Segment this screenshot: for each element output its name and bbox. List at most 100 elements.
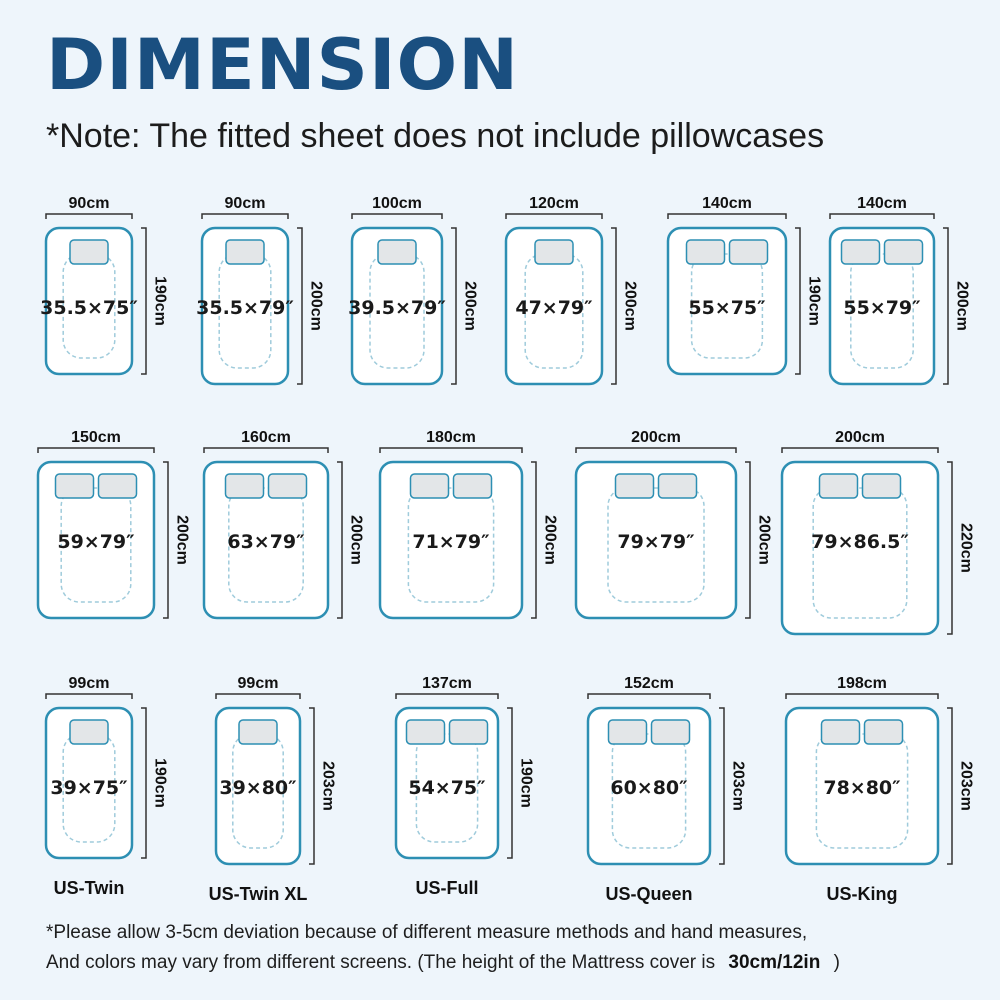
- fitted-sheet-outline: [611, 733, 687, 849]
- length-label: 203cm: [958, 761, 975, 811]
- width-label: 100cm: [372, 195, 422, 212]
- width-dimension-line: [45, 213, 133, 219]
- length-label: 220cm: [958, 523, 975, 573]
- width-dimension-line: [575, 447, 737, 453]
- inch-size-label: 71×79″: [412, 531, 490, 553]
- fitted-sheet-outline: [812, 487, 908, 619]
- inch-size-label: 54×75″: [408, 777, 486, 799]
- footer-line-2-text: And colors may vary from different scree…: [46, 952, 716, 973]
- footer-line-2: And colors may vary from different scree…: [46, 948, 976, 978]
- pillow-icon: [820, 719, 861, 745]
- length-label: 190cm: [806, 276, 823, 326]
- length-label: 200cm: [462, 281, 479, 331]
- width-label: 140cm: [857, 195, 907, 212]
- length-label: 200cm: [174, 515, 191, 565]
- bed-140x200: 140cm 200cm 55×79″: [828, 195, 971, 386]
- width-label: 150cm: [71, 429, 121, 446]
- bed-name-label: US-King: [827, 884, 898, 904]
- bed-90x200: 90cm 200cm 35.5×79″: [196, 195, 325, 386]
- pillow-icon: [534, 239, 574, 265]
- inch-size-label: 60×80″: [610, 777, 688, 799]
- pillow-icon: [224, 473, 265, 499]
- width-label: 120cm: [529, 195, 579, 212]
- length-label: 190cm: [152, 276, 169, 326]
- length-dimension-line: [719, 707, 725, 865]
- width-label: 152cm: [624, 675, 674, 692]
- length-label: 203cm: [730, 761, 747, 811]
- pillow-icon: [728, 239, 769, 265]
- pillow-icon: [657, 473, 698, 499]
- bed-outline: [214, 706, 302, 866]
- fitted-sheet-outline: [815, 733, 909, 849]
- length-label: 190cm: [518, 758, 535, 808]
- width-dimension-line: [203, 447, 329, 453]
- inch-size-label: 55×79″: [843, 297, 921, 319]
- bed-us-twin: 99cm 190cm 39×75″ US-Twin: [44, 675, 169, 898]
- footer-disclaimer: *Please allow 3-5cm deviation because of…: [46, 918, 976, 978]
- length-label: 200cm: [348, 515, 365, 565]
- bed-140x190: 140cm 190cm 55×75″: [666, 195, 823, 376]
- length-dimension-line: [141, 227, 147, 375]
- bed-outline: [394, 706, 500, 860]
- pillow-icon: [238, 719, 278, 745]
- width-label: 200cm: [835, 429, 885, 446]
- width-dimension-line: [505, 213, 603, 219]
- page-title: DIMENSION: [46, 24, 520, 106]
- width-label: 90cm: [225, 195, 266, 212]
- inch-size-label: 78×80″: [823, 777, 901, 799]
- length-dimension-line: [163, 461, 169, 619]
- width-dimension-line: [587, 693, 711, 699]
- length-dimension-line: [507, 707, 513, 859]
- pillow-icon: [861, 473, 902, 499]
- pillow-icon: [448, 719, 489, 745]
- length-dimension-line: [943, 227, 949, 385]
- bed-200x220: 200cm 220cm 79×86.5″: [780, 429, 975, 636]
- bed-outline: [36, 460, 156, 620]
- bed-outline: [780, 460, 940, 636]
- pillow-icon: [650, 719, 691, 745]
- length-label: 200cm: [308, 281, 325, 331]
- fitted-sheet-outline: [60, 487, 132, 603]
- bed-outline: [202, 460, 330, 620]
- pillow-icon: [69, 719, 109, 745]
- fitted-sheet-outline: [607, 487, 705, 603]
- bed-outline: [574, 460, 738, 620]
- width-dimension-line: [785, 693, 939, 699]
- length-label: 203cm: [320, 761, 337, 811]
- pillowcase-note: *Note: The fitted sheet does not include…: [46, 117, 825, 155]
- pillow-icon: [840, 239, 881, 265]
- bed-outline: [350, 226, 444, 386]
- pillow-icon: [409, 473, 450, 499]
- length-label: 200cm: [622, 281, 639, 331]
- fitted-sheet-outline: [690, 253, 764, 359]
- mattress-height-value: 30cm/12in: [728, 952, 821, 973]
- bed-outline: [44, 706, 134, 860]
- length-dimension-line: [451, 227, 457, 385]
- width-label: 198cm: [837, 675, 887, 692]
- length-dimension-line: [309, 707, 315, 865]
- footer-line-1: *Please allow 3-5cm deviation because of…: [46, 922, 808, 943]
- length-dimension-line: [795, 227, 801, 375]
- length-dimension-line: [141, 707, 147, 859]
- pillow-icon: [377, 239, 417, 265]
- inch-size-label: 59×79″: [57, 531, 135, 553]
- bed-outline: [784, 706, 940, 866]
- width-label: 180cm: [426, 429, 476, 446]
- inch-size-label: 63×79″: [227, 531, 305, 553]
- inch-size-label: 35.5×79″: [196, 297, 294, 319]
- width-label: 99cm: [238, 675, 279, 692]
- bed-name-label: US-Twin: [54, 878, 125, 898]
- bed-outline: [586, 706, 712, 866]
- bed-150x200: 150cm 200cm 59×79″: [36, 429, 191, 620]
- bed-160x200: 160cm 200cm 63×79″: [202, 429, 365, 620]
- bed-120x200: 120cm 200cm 47×79″: [504, 195, 639, 386]
- width-label: 140cm: [702, 195, 752, 212]
- width-dimension-line: [351, 213, 443, 219]
- footer-close-paren: ): [833, 952, 840, 973]
- width-label: 137cm: [422, 675, 472, 692]
- pillow-icon: [614, 473, 655, 499]
- bed-outline: [44, 226, 134, 376]
- inch-size-label: 47×79″: [515, 297, 593, 319]
- pillow-icon: [225, 239, 265, 265]
- width-dimension-line: [37, 447, 155, 453]
